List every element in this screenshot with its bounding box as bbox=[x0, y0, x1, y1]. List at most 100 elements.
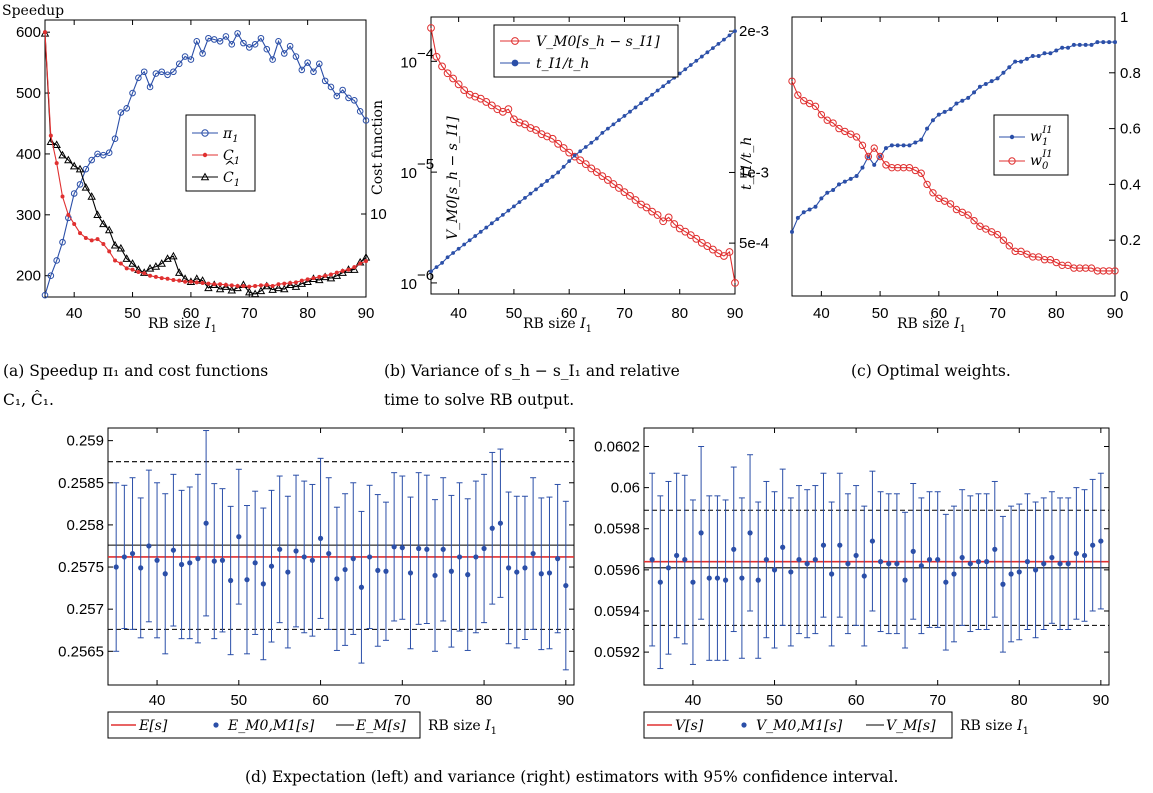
chart-b-time-point bbox=[710, 46, 715, 50]
chart-d-right-estimate-point bbox=[910, 548, 916, 554]
chart-a-chat1-point bbox=[285, 280, 295, 289]
chart-d-left-estimate-point bbox=[514, 569, 520, 575]
chart-c-w0-point bbox=[882, 161, 890, 169]
chart-d-right-estimate-point bbox=[1008, 571, 1014, 577]
chart-b-time-point bbox=[478, 229, 483, 234]
chart-a-ytick-label: 200 bbox=[16, 268, 41, 285]
chart-c-w0-point bbox=[894, 163, 902, 172]
chart-d-left-ytick-label: 0.259 bbox=[66, 433, 104, 450]
chart-c-xtick-label: 70 bbox=[989, 305, 1006, 322]
chart-c-w1-point bbox=[1113, 40, 1117, 45]
chart-a-chat1-point bbox=[274, 283, 283, 292]
chart-d-right-estimate-point bbox=[926, 556, 933, 563]
chart-d-right-ytick-label: 0.0602 bbox=[594, 439, 640, 456]
chart-c-w1-point bbox=[831, 187, 836, 192]
chart-d-left-xtick-label: 50 bbox=[230, 692, 247, 709]
chart-c-w1-point bbox=[977, 84, 982, 89]
chart-a-pi1-point bbox=[82, 165, 90, 173]
chart-a-chat1-point bbox=[128, 259, 137, 267]
chart-c-w0-point bbox=[1070, 264, 1078, 272]
chart-d-right-estimate-point bbox=[894, 561, 900, 567]
chart-d-left-estimate-point bbox=[456, 554, 463, 560]
chart-c-w0-point bbox=[917, 169, 925, 177]
chart-c-w0-point bbox=[993, 230, 1002, 239]
chart-b-ytick-right-label: 1e-3 bbox=[739, 164, 769, 181]
chart-c-w1-point bbox=[872, 162, 877, 167]
chart-c-w0-point bbox=[940, 197, 949, 205]
chart-c-legend-marker-point bbox=[1008, 157, 1016, 165]
chart-c-w1-point bbox=[1083, 42, 1088, 47]
chart-b-ylabel-left: V_M0[s_h − s_I1] bbox=[445, 116, 461, 240]
chart-b-ytick-label: 10 bbox=[400, 165, 417, 182]
chart-d-left-estimate-point bbox=[301, 554, 307, 560]
chart-d-right-estimate-point bbox=[943, 579, 949, 585]
chart-d-right-estimate-point bbox=[902, 577, 908, 583]
chart-d-left-estimate-point bbox=[563, 582, 569, 589]
chart-b-variance-point bbox=[708, 245, 717, 254]
chart-c-w0-point bbox=[1087, 264, 1096, 272]
chart-d-right-xtick-label: 60 bbox=[848, 692, 865, 709]
chart-a-pi1-point bbox=[298, 66, 306, 74]
chart-a-chat1-point bbox=[110, 240, 120, 249]
chart-a-xtick-label: 50 bbox=[124, 305, 141, 322]
chart-d-right-estimate-point bbox=[975, 559, 982, 565]
panel-d-right: 0.0592 0.0594 0.0596 0.0598 0.06 0.0602 40 50 60… bbox=[594, 427, 1110, 739]
chart-d-right-xtick-label: 90 bbox=[1092, 692, 1109, 709]
chart-d-left-estimate-point bbox=[465, 572, 471, 578]
chart-c-w1-point bbox=[1013, 59, 1018, 64]
chart-d-left-estimate-point bbox=[358, 584, 365, 590]
chart-a-pi1-point bbox=[152, 70, 160, 77]
chart-a-ytick-right-label: 10 bbox=[370, 206, 387, 223]
chart-d-left-ytick-label: 0.257 bbox=[66, 601, 104, 618]
caption-d-line1: (d) Expectation (left) and variance (rig… bbox=[245, 768, 898, 786]
chart-c-w1-point bbox=[848, 176, 853, 181]
chart-a-c1-point bbox=[188, 279, 193, 284]
chart-a-pi1-point bbox=[310, 68, 317, 76]
chart-a-c1-point bbox=[194, 280, 199, 285]
chart-b-variance-point bbox=[626, 192, 634, 200]
chart-d-right-legend: V[s] V_M0,M1[s] V_M[s] bbox=[643, 711, 953, 739]
chart-c-ytick-label: 0 bbox=[1120, 288, 1128, 305]
chart-c-w1-point bbox=[919, 137, 924, 142]
chart-c-w0-point bbox=[905, 163, 914, 172]
chart-a-ytick-label: 300 bbox=[16, 207, 41, 224]
chart-d-right-legend-box bbox=[643, 711, 953, 739]
chart-d-right-ytick-label: 0.0598 bbox=[594, 521, 640, 538]
chart-b-time-point bbox=[462, 242, 467, 247]
chart-a-xtick-label: 60 bbox=[183, 305, 200, 322]
chart-c-w1-point bbox=[860, 165, 865, 170]
chart-a-pi1-point bbox=[251, 41, 259, 48]
chart-c-xtick-label: 40 bbox=[813, 305, 830, 322]
chart-b-ytick-label: 10 bbox=[400, 54, 417, 71]
chart-d-right-estimate-point bbox=[984, 559, 990, 565]
chart-c-w1-point bbox=[1054, 48, 1059, 53]
chart-d-left-estimate-point bbox=[489, 525, 495, 531]
chart-c-w1-point bbox=[813, 204, 818, 209]
chart-c-w1-point bbox=[995, 76, 1000, 81]
chart-d-left-estimate-point bbox=[317, 535, 324, 541]
chart-c-xtick-label: 60 bbox=[930, 305, 947, 322]
chart-b-time-point bbox=[545, 179, 549, 183]
chart-a-pi1-point bbox=[187, 56, 195, 63]
chart-d-right-estimate-point bbox=[804, 561, 810, 567]
chart-d-left-estimate-point bbox=[195, 556, 201, 562]
chart-d-right-estimate-point bbox=[861, 573, 867, 579]
chart-b-variance-point bbox=[487, 101, 496, 110]
chart-b-legend-label: V_M0[s_h − s_I1] bbox=[536, 34, 660, 50]
chart-c-w0-point bbox=[929, 189, 937, 197]
chart-b-time-point bbox=[716, 41, 721, 46]
chart-a-pi1-point bbox=[129, 89, 136, 97]
chart-c-w0-point bbox=[970, 216, 978, 225]
chart-c-w0-point bbox=[1011, 247, 1019, 256]
chart-a-c1-point bbox=[241, 284, 246, 289]
chart-c-w1-point bbox=[989, 79, 994, 84]
chart-b-variance-point bbox=[720, 252, 728, 260]
chart-b-ytick-right-label: 5e-4 bbox=[739, 235, 769, 252]
chart-b-variance-point bbox=[548, 134, 557, 143]
chart-a-pi1-point bbox=[263, 45, 271, 53]
chart-d-left-ytick-label: 0.2575 bbox=[58, 559, 104, 576]
chart-d-right-legend-label: V_M0,M1[s] bbox=[756, 718, 843, 734]
chart-c-w1-point bbox=[966, 95, 971, 100]
chart-c-w0-point bbox=[964, 211, 972, 219]
chart-b-ytick-right-label: 2e-3 bbox=[739, 23, 769, 40]
